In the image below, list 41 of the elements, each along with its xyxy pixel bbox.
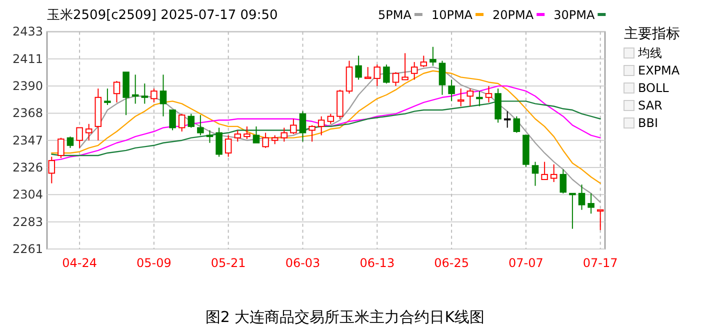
candlestick [578, 184, 586, 210]
text: 均线 [637, 46, 662, 60]
candlestick [85, 123, 92, 141]
caption: 图2 大连商品交易所玉米主力合约日K线图 [205, 308, 485, 326]
x-tick-label: 05-21 [210, 256, 246, 270]
x-tick-label: 06-03 [285, 256, 320, 270]
y-tick-label: 2368 [12, 106, 43, 120]
x-tick-label: 06-13 [360, 256, 395, 270]
candlestick [132, 74, 139, 104]
y-tick-label: 2326 [12, 160, 43, 175]
candlestick [430, 46, 436, 66]
x-tick-label: 07-07 [508, 256, 544, 270]
text: BOLL [638, 81, 670, 95]
y-tick-label: 2411 [12, 52, 43, 66]
y-tick-label: 2433 [12, 24, 43, 39]
y-tick-label: 2304 [12, 188, 43, 202]
text: EXPMA [638, 64, 680, 78]
candlestick [457, 88, 464, 107]
x-tick-label: 04-24 [62, 256, 97, 270]
candlestick [485, 86, 492, 103]
y-tick-label: 2347 [12, 133, 43, 148]
candlestick [160, 74, 167, 117]
y-tick-label: 2390 [12, 79, 43, 94]
legend-label: 30PMA [554, 8, 596, 22]
y-tick-label: 2261 [12, 242, 43, 256]
legend-label: 20PMA [492, 8, 534, 22]
x-tick-label: 06-25 [434, 256, 469, 270]
x-tick-label: 05-09 [136, 256, 172, 270]
candlestick [94, 88, 102, 141]
candlestick [206, 130, 214, 144]
candlestick [448, 79, 455, 102]
text: 主要指标 [624, 26, 680, 42]
legend-label: 10PMA [431, 8, 474, 22]
legend-label: 5PMA [378, 8, 412, 22]
text: SAR [638, 98, 662, 112]
chart-title: 玉米2509[c2509] 2025-07-17 09:50 [47, 8, 278, 23]
x-tick-label: 07-17 [582, 256, 618, 270]
candlestick [476, 90, 483, 107]
y-tick-label: 2283 [12, 214, 43, 229]
text: BBI [638, 116, 658, 130]
candlestick [216, 127, 222, 158]
